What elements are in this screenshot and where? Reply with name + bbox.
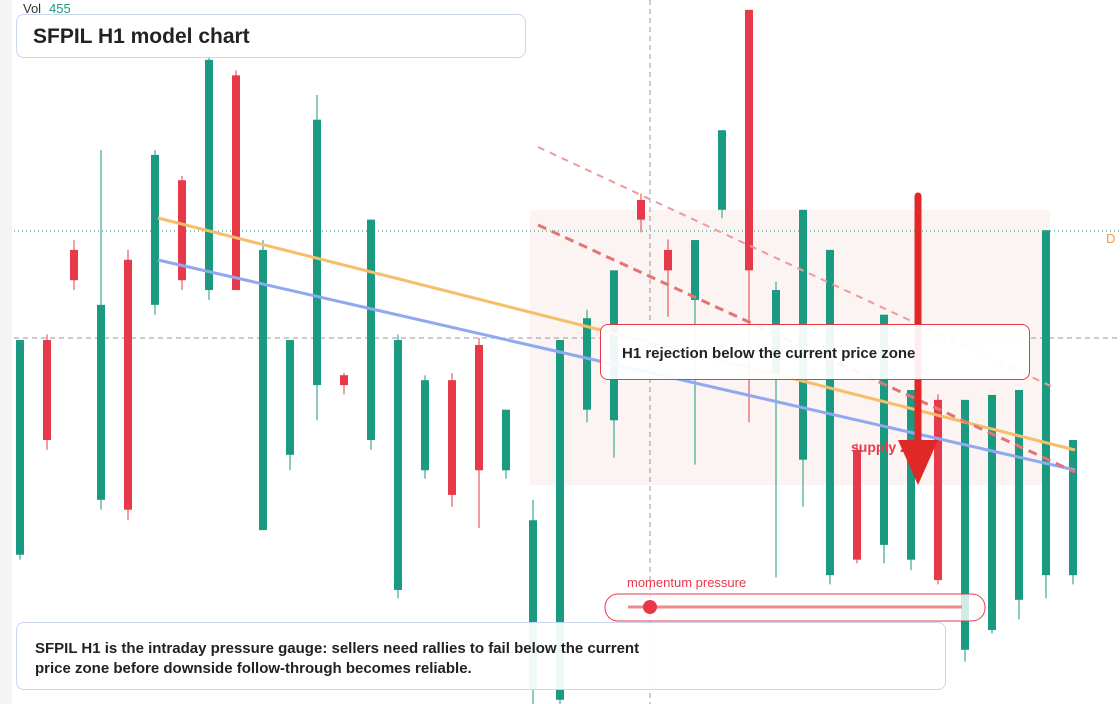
- momentum-label: momentum pressure: [627, 575, 746, 590]
- channel-line: [537, 146, 1056, 389]
- candle-body: [97, 304, 105, 500]
- volume-value: 455: [49, 1, 71, 16]
- volume-label: Vol: [23, 1, 41, 16]
- price-tag: D: [1106, 231, 1115, 246]
- channel-line: [537, 223, 1076, 474]
- candle-body: [70, 249, 78, 281]
- candle-body: [421, 380, 429, 471]
- candle-body: [1042, 230, 1050, 576]
- arrow-head: [898, 440, 938, 485]
- rejection-note: H1 rejection below the current price zon…: [600, 324, 1030, 380]
- candle-body: [718, 130, 726, 210]
- candle-body: [43, 340, 51, 440]
- candle-body: [664, 249, 672, 271]
- gauge-knob: [643, 600, 657, 614]
- footer-note: SFPIL H1 is the intraday pressure gauge:…: [16, 622, 946, 690]
- candle-body: [286, 340, 294, 455]
- candle-body: [205, 59, 213, 291]
- candle-body: [691, 240, 699, 300]
- candle-body: [367, 219, 375, 440]
- candle-body: [1015, 390, 1023, 600]
- candle-body: [583, 318, 591, 410]
- candle-body: [934, 399, 942, 581]
- candle-body: [340, 375, 348, 386]
- candle-body: [16, 340, 24, 555]
- candle-body: [259, 249, 267, 531]
- candle-body: [637, 199, 645, 220]
- candle-body: [151, 154, 159, 305]
- candle-body: [853, 449, 861, 560]
- title: SFPIL H1 model chart: [16, 14, 526, 58]
- left-strip: [0, 0, 12, 704]
- candle-body: [907, 390, 915, 560]
- candle-body: [394, 340, 402, 590]
- candle-body: [529, 520, 537, 690]
- candle-body: [475, 344, 483, 471]
- candle-body: [961, 399, 969, 650]
- candle-body: [178, 180, 186, 281]
- candle-body: [880, 314, 888, 545]
- candle-body: [448, 380, 456, 495]
- candle-body: [502, 409, 510, 471]
- candle-body: [988, 394, 996, 631]
- candle-body: [745, 9, 753, 271]
- candle-body: [1069, 440, 1077, 576]
- candle-body: [232, 75, 240, 291]
- candle-body: [124, 259, 132, 510]
- candle-body: [313, 119, 321, 386]
- candle-body: [556, 340, 564, 700]
